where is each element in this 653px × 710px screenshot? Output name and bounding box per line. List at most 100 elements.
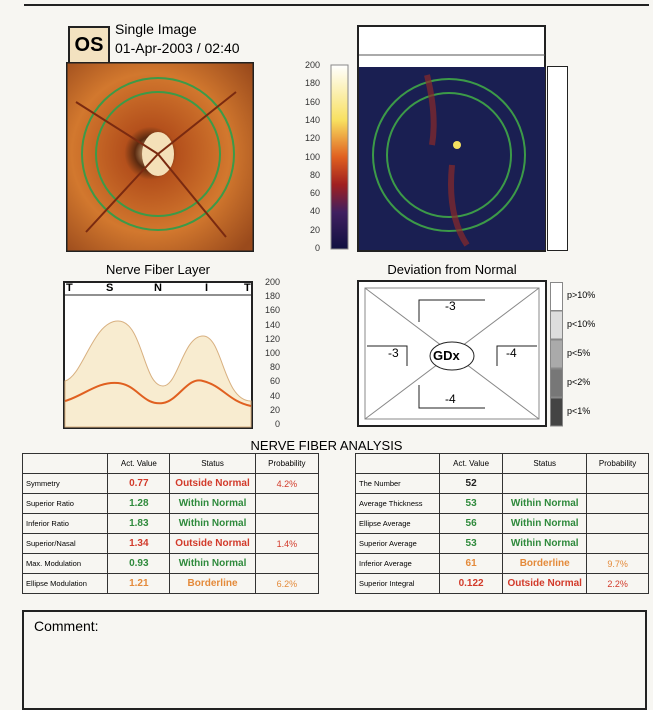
metric-status: Within Normal (503, 534, 587, 554)
metric-name: Superior Integral (356, 574, 440, 594)
metric-value: 1.34 (108, 534, 170, 554)
metric-status (503, 474, 587, 494)
tick-label: 0 (296, 243, 320, 253)
tick-label: 200 (296, 60, 320, 70)
tick-label: 120 (296, 133, 320, 143)
mode: Single Image (115, 21, 197, 37)
metric-value: 56 (439, 514, 502, 534)
metric-status: Outside Normal (503, 574, 587, 594)
metric-status: Within Normal (170, 494, 255, 514)
metric-value: 53 (439, 534, 502, 554)
sector-label: T (66, 282, 73, 294)
tick-label: 60 (296, 188, 320, 198)
tick-label: 180 (256, 291, 280, 301)
dev-center: GDx (433, 348, 460, 363)
metric-value: 0.93 (108, 554, 170, 574)
metric-value: 0.122 (439, 574, 502, 594)
metric-name: Average Thickness (356, 494, 440, 514)
header-cell: Status (170, 454, 255, 474)
metric-probability (587, 494, 649, 514)
metric-probability (587, 474, 649, 494)
metric-status: Borderline (170, 574, 255, 594)
metric-value: 1.28 (108, 494, 170, 514)
metric-probability: 2.2% (587, 574, 649, 594)
tick-label: 200 (256, 277, 280, 287)
metric-status: Within Normal (170, 554, 255, 574)
header-cell (356, 454, 440, 474)
tick-label: 160 (296, 97, 320, 107)
tick-label: 80 (256, 362, 280, 372)
header-cell: Probability (587, 454, 649, 474)
metric-name: Superior Average (356, 534, 440, 554)
metric-value: 52 (439, 474, 502, 494)
metric-probability: 4.2% (255, 474, 318, 494)
eye-label: OS (68, 26, 110, 64)
metric-name: Inferior Ratio (23, 514, 108, 534)
side-ruler (547, 66, 569, 252)
nfl-chart (63, 281, 253, 429)
metric-probability (255, 554, 318, 574)
metric-status: Outside Normal (170, 534, 255, 554)
metric-probability (587, 534, 649, 554)
dev-left: -3 (388, 346, 399, 360)
fundus-image (66, 62, 254, 252)
header-cell: Probability (255, 454, 318, 474)
tick-label: 20 (256, 405, 280, 415)
dev-right: -4 (506, 346, 517, 360)
metric-name: Max. Modulation (23, 554, 108, 574)
metric-status: Outside Normal (170, 474, 255, 494)
metric-probability (255, 494, 318, 514)
tick-label: 20 (296, 225, 320, 235)
header-cell: Act. Value (108, 454, 170, 474)
analysis-title: NERVE FIBER ANALYSIS (0, 438, 653, 453)
tick-label: 120 (256, 334, 280, 344)
metric-value: 53 (439, 494, 502, 514)
header-cell (23, 454, 108, 474)
tick-label: 160 (256, 305, 280, 315)
comment-box: Comment: (22, 610, 647, 710)
metric-status: Within Normal (503, 514, 587, 534)
metric-value: 1.83 (108, 514, 170, 534)
metric-name: Superior/Nasal (23, 534, 108, 554)
legend-label: p>10% (567, 290, 595, 300)
comment-label: Comment: (34, 618, 635, 634)
metric-status: Within Normal (503, 494, 587, 514)
tick-label: 180 (296, 78, 320, 88)
metric-value: 0.77 (108, 474, 170, 494)
metric-name: The Number (356, 474, 440, 494)
nfl-title: Nerve Fiber Layer (63, 262, 253, 277)
sector-label: I (205, 282, 208, 294)
tick-label: 40 (296, 206, 320, 216)
metric-name: Symmetry (23, 474, 108, 494)
header-cell: Act. Value (439, 454, 502, 474)
header-cell: Status (503, 454, 587, 474)
tick-label: 0 (256, 419, 280, 429)
metric-probability: 9.7% (587, 554, 649, 574)
metric-status: Borderline (503, 554, 587, 574)
color-bar (330, 64, 350, 250)
metric-name: Ellipse Average (356, 514, 440, 534)
deviation-title: Deviation from Normal (357, 262, 547, 277)
dev-bottom: -4 (445, 392, 456, 406)
tick-label: 40 (256, 391, 280, 401)
page: {"header": {"eye": "OS", "mode": "Single… (0, 0, 653, 706)
metric-name: Inferior Average (356, 554, 440, 574)
metric-probability (255, 514, 318, 534)
metric-name: Ellipse Modulation (23, 574, 108, 594)
datetime: 01-Apr-2003 / 02:40 (115, 40, 240, 56)
metric-probability: 6.2% (255, 574, 318, 594)
legend-label: p<10% (567, 319, 595, 329)
metric-probability: 1.4% (255, 534, 318, 554)
metric-name: Superior Ratio (23, 494, 108, 514)
